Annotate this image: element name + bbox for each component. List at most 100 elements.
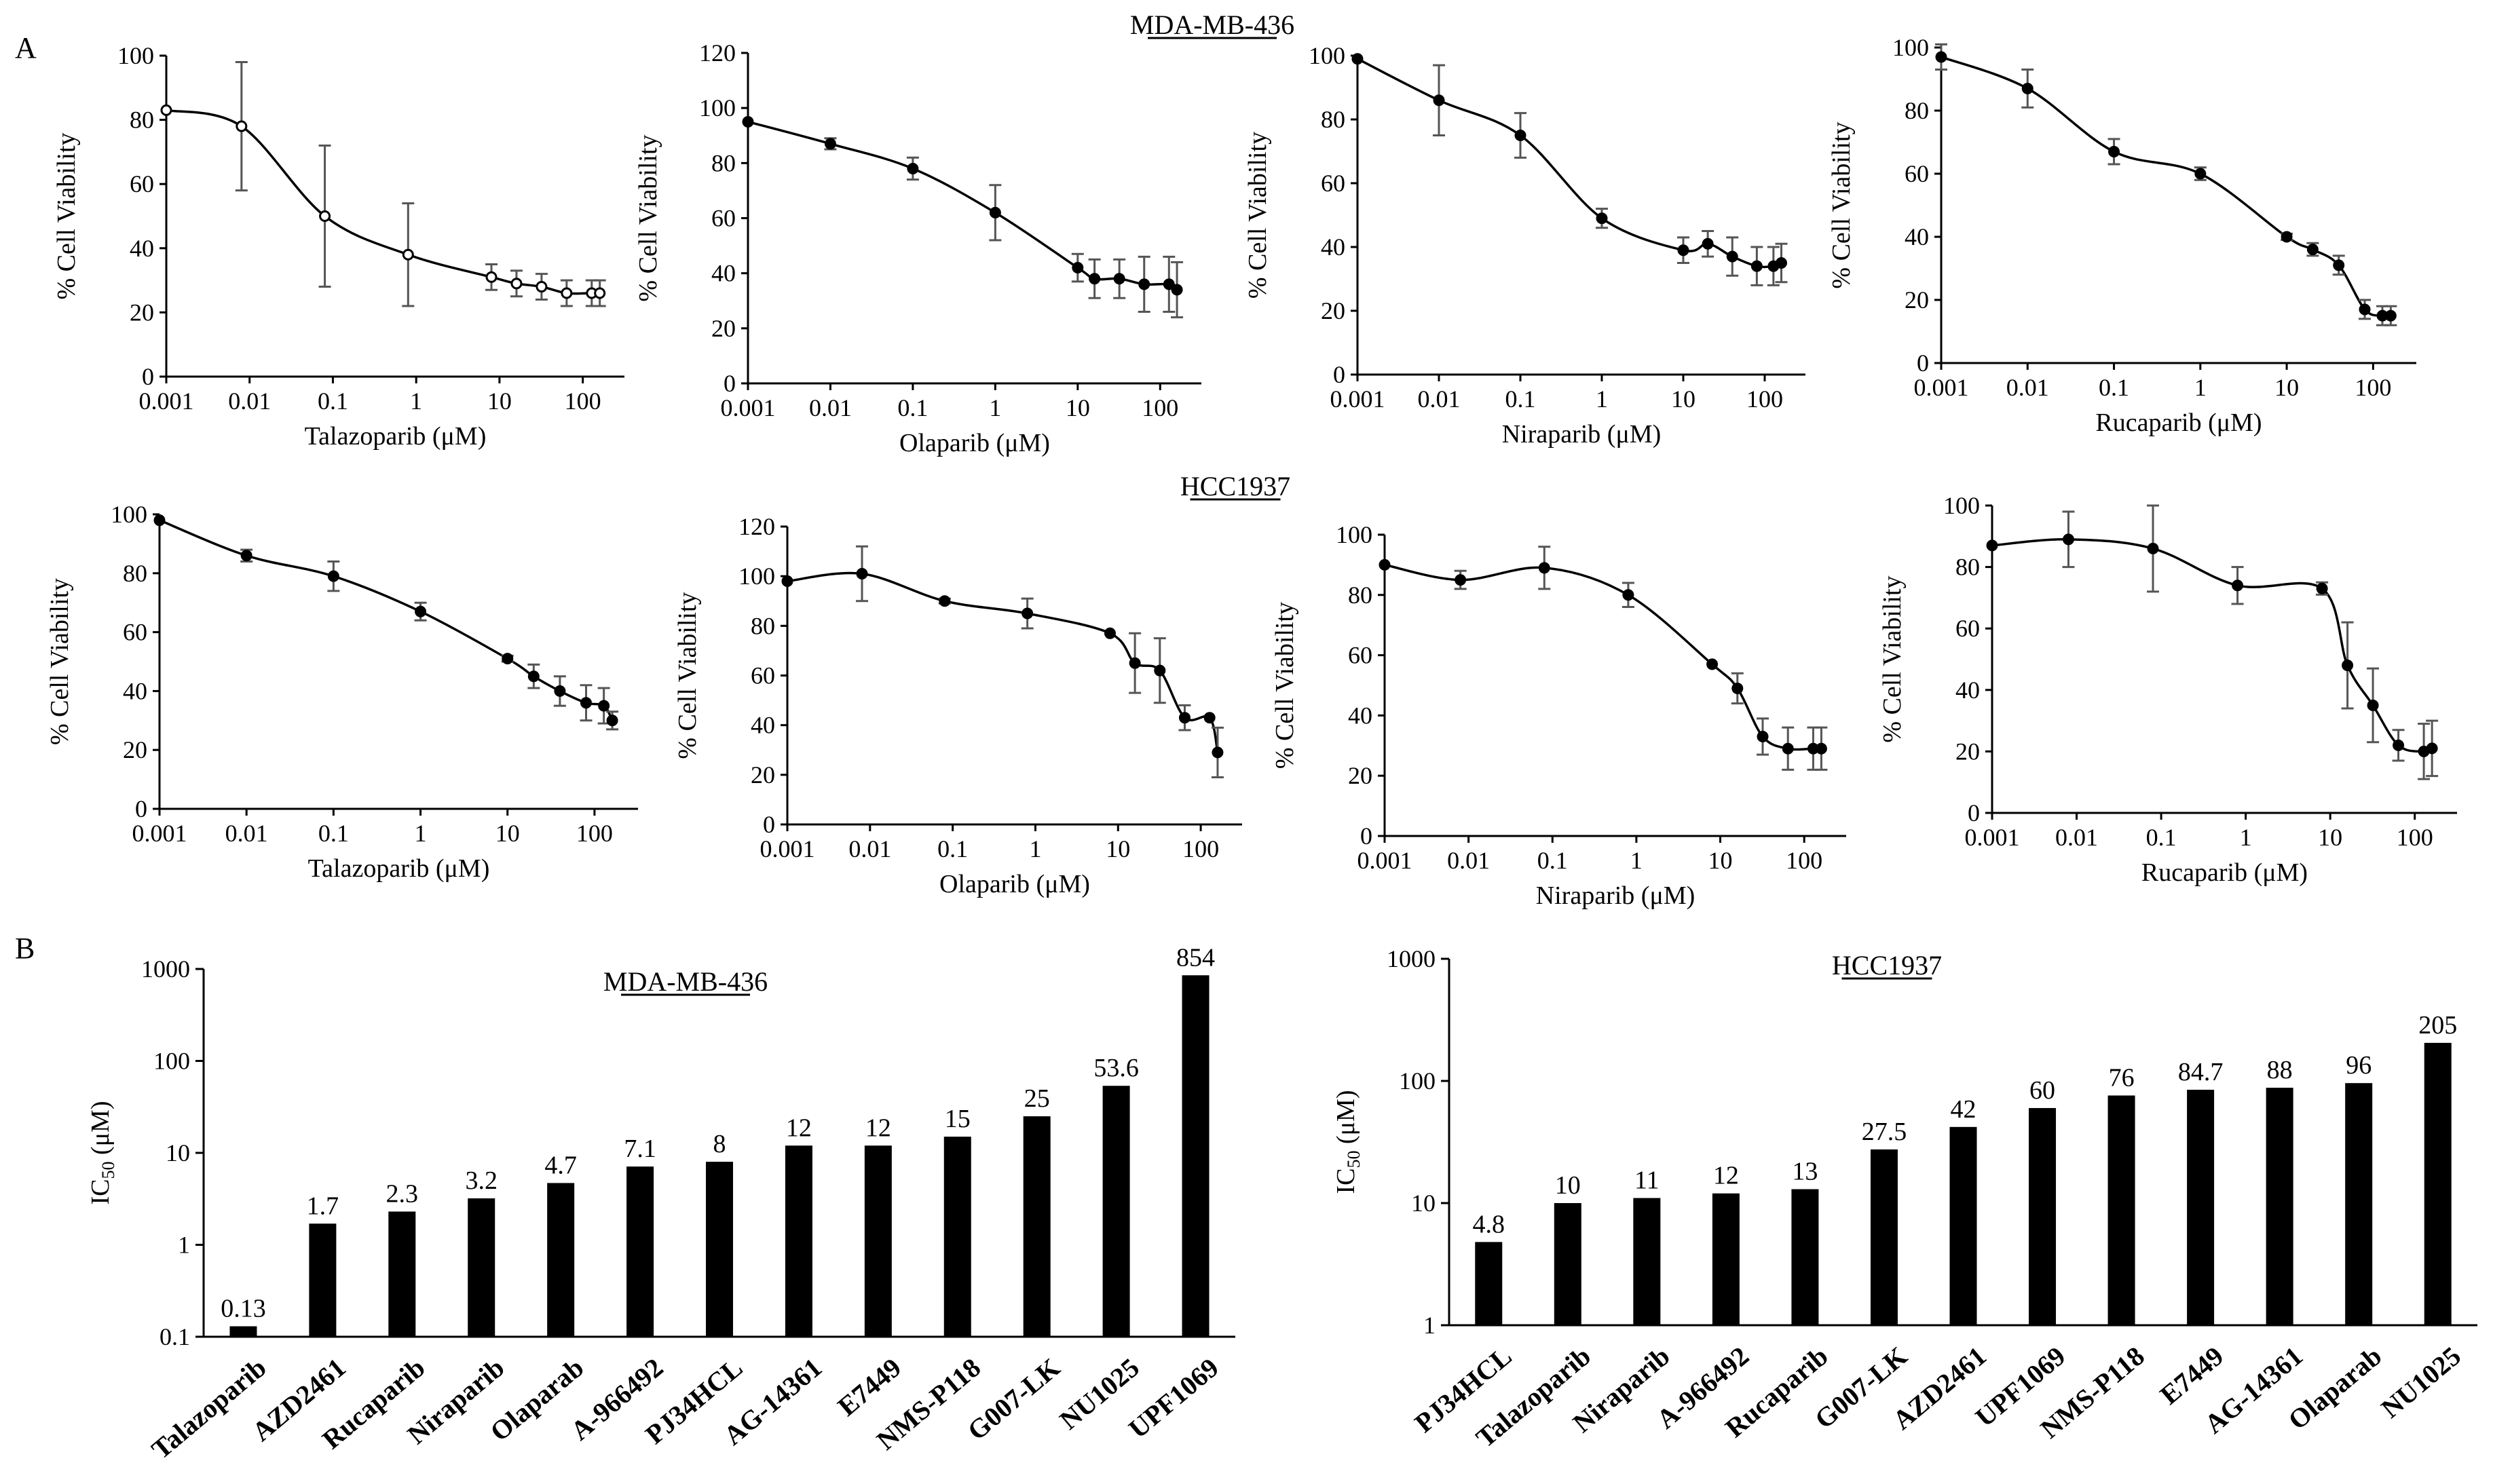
data-point (2232, 579, 2244, 592)
y-tick-label: 60 (123, 619, 147, 646)
data-point (1596, 212, 1608, 225)
y-axis-label: % Cell Viability (1878, 575, 1907, 742)
viability-curve (1991, 538, 2433, 753)
data-point (2333, 259, 2345, 271)
y-axis-label: % Cell Viability (45, 578, 74, 745)
x-axis-label: Niraparib (μM) (1502, 420, 1662, 449)
viability-chart-5: 0 20 40 60 80 100 0.001 0.01 0.1 1 10 100 Talazopari… (45, 501, 638, 883)
bar (1791, 1189, 1819, 1325)
y-tick-label: 40 (1905, 223, 1929, 250)
y-tick-label: 20 (711, 315, 736, 342)
bar (2107, 1095, 2135, 1325)
viability-chart-6: 0 20 40 60 80 100 120 0.001 0.01 0.1 1 10 100 Olapari… (673, 471, 1290, 898)
data-point (2306, 244, 2319, 256)
y-tick-label: 60 (711, 205, 736, 232)
y-axis-label: % Cell Viability (634, 134, 662, 301)
data-point (1538, 562, 1550, 574)
x-tick-label: 100 (1142, 394, 1178, 421)
bar-value-label: 205 (2418, 1011, 2457, 1040)
chart-title: HCC1937 (1832, 950, 1942, 981)
panel-letter-a: A (15, 31, 37, 64)
data-point (1203, 712, 1216, 724)
bar-value-label: 53.6 (1093, 1054, 1139, 1082)
viability-curve (787, 571, 1219, 753)
data-point (2426, 742, 2438, 755)
x-tick-label: 0.001 (760, 835, 815, 862)
panel-letter-b: B (15, 932, 35, 965)
bar-value-label: 88 (2267, 1056, 2293, 1084)
x-axis-label: Rucaparib (μM) (2095, 408, 2262, 437)
data-point (2359, 303, 2371, 316)
bar (1102, 1086, 1130, 1337)
y-tick-label: 40 (1955, 677, 1980, 704)
y-tick-label: 100 (1892, 34, 1929, 61)
x-tick-label: 10 (1708, 847, 1733, 874)
bar-value-label: 0.13 (221, 1295, 266, 1323)
data-point (1622, 589, 1634, 601)
data-point (1163, 278, 1175, 290)
bar (1475, 1242, 1503, 1325)
x-tick-label: 0.001 (1965, 824, 2020, 851)
x-tick-label: 0.1 (2099, 374, 2129, 401)
x-tick-label: 0.001 (721, 394, 776, 421)
y-tick-label: 40 (130, 235, 154, 262)
data-point (402, 248, 414, 261)
y-axis-label: % Cell Viability (673, 592, 702, 759)
viability-curve (1941, 56, 2391, 318)
x-tick-label: 0.1 (2146, 824, 2177, 851)
data-point (1138, 278, 1150, 290)
y-tick-label: 100 (1336, 521, 1372, 548)
y-tick-label: 20 (1955, 738, 1980, 765)
y-tick-label: 40 (1321, 233, 1345, 261)
y-tick-label: 1 (1423, 1312, 1436, 1339)
x-tick-label: 0.01 (809, 394, 852, 421)
x-tick-label: 100 (2397, 824, 2433, 851)
y-tick-label: 0 (1968, 799, 1980, 826)
data-point (485, 271, 498, 283)
bar (2266, 1087, 2293, 1325)
y-tick-label: 0 (135, 795, 147, 822)
y-tick-label: 80 (1955, 554, 1980, 581)
x-tick-label: 100 (1786, 847, 1822, 874)
bar-value-label: 1.7 (307, 1192, 339, 1220)
y-tick-label: 40 (123, 677, 147, 704)
data-point (1433, 94, 1445, 107)
chart-title: HCC1937 (1180, 471, 1290, 501)
data-point (1757, 730, 1769, 742)
viability-curve (166, 109, 600, 295)
x-tick-label: 0.001 (139, 387, 194, 415)
data-point (1731, 682, 1744, 694)
y-tick-label: 60 (1321, 170, 1345, 197)
y-tick-label: 120 (699, 39, 736, 66)
data-point (2316, 582, 2328, 594)
x-axis-label: Olaparib (μM) (939, 870, 1090, 898)
ic50-bar-chart-1: 0.1 1 10 100 1000 IC50 (μM) MDA-MB-436 0.13 Tala… (86, 943, 1235, 1465)
data-point (1514, 130, 1526, 141)
data-point (1104, 627, 1116, 639)
x-tick-label: 0.001 (132, 820, 187, 847)
y-tick-label: 0 (724, 370, 736, 397)
bar-value-label: 15 (945, 1105, 971, 1133)
data-point (1089, 273, 1101, 285)
data-point (1379, 558, 1391, 571)
y-tick-label: 100 (699, 94, 736, 121)
x-tick-label: 0.1 (318, 820, 349, 847)
bar-value-label: 12 (865, 1114, 891, 1142)
data-point (2384, 309, 2397, 322)
bar-value-label: 8 (713, 1130, 726, 1158)
y-tick-label: 80 (1348, 582, 1372, 609)
x-tick-label: 0.01 (228, 387, 271, 415)
data-point (1702, 237, 1714, 250)
data-point (153, 514, 166, 527)
x-tick-label: 100 (1746, 385, 1783, 413)
bar (706, 1162, 733, 1337)
category-label: UPF1069 (1123, 1352, 1224, 1444)
data-point (989, 206, 1001, 218)
data-point (2393, 739, 2405, 751)
data-point (554, 685, 566, 697)
x-tick-label: 0.001 (1330, 385, 1385, 413)
y-tick-label: 100 (1309, 42, 1345, 69)
data-point (1178, 712, 1191, 724)
x-tick-label: 10 (495, 820, 520, 847)
